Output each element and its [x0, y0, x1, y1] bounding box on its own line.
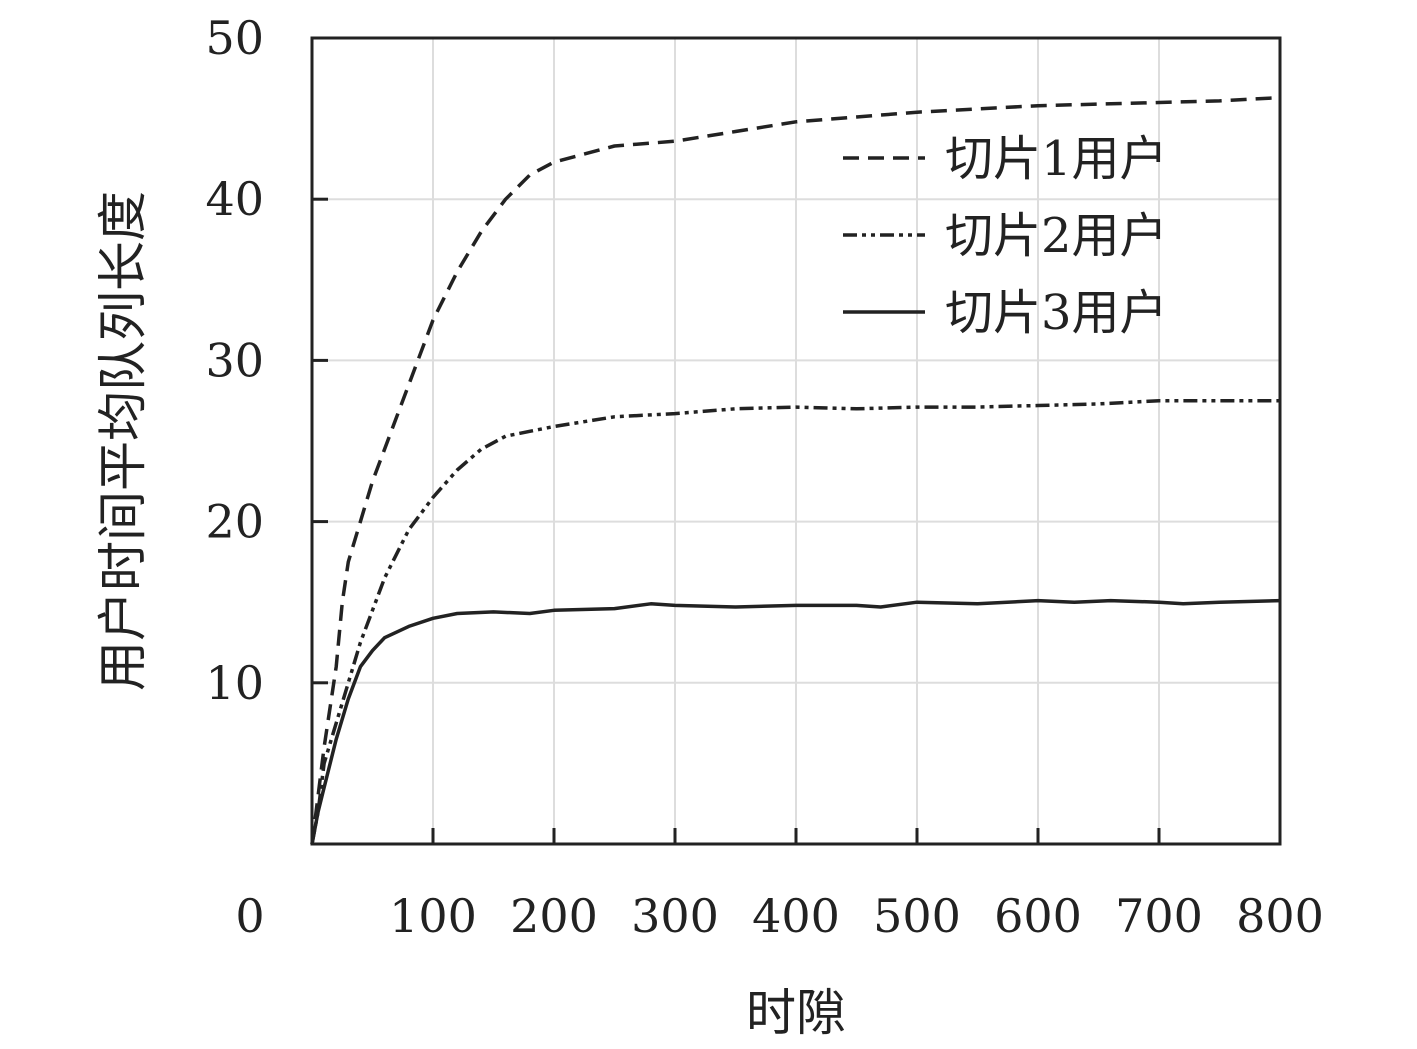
legend-label-3: 切片3用户 [945, 285, 1168, 341]
grid [312, 38, 1280, 844]
x-tick-label: 500 [873, 889, 961, 943]
x-tick-label: 400 [752, 889, 840, 943]
x-tick-label: 100 [389, 889, 477, 943]
x-tick-label: 200 [510, 889, 598, 943]
ticks [312, 197, 1282, 844]
y-axis-label: 用户时间平均队列长度 [94, 191, 152, 691]
y-tick-label: 20 [205, 495, 264, 549]
legend-label-2: 切片2用户 [945, 208, 1168, 264]
x-tick-label: 600 [994, 889, 1082, 943]
series-line-2 [310, 398, 1280, 845]
y-tick-label: 30 [205, 333, 264, 387]
series-layer [310, 95, 1281, 845]
x-tick-label: 300 [631, 889, 719, 943]
legend-label-1: 切片1用户 [945, 131, 1168, 187]
series-line-3 [310, 598, 1281, 845]
x-tick-label: 800 [1236, 889, 1324, 943]
tick-labels: 0 100 200 300 400 500 600 700 800 10 20 30 40 50 [205, 11, 1323, 943]
x-tick-label: 700 [1115, 889, 1203, 943]
x-axis-label: 时隙 [746, 984, 846, 1042]
x-tick-label: 0 [235, 889, 264, 943]
y-tick-label: 50 [205, 11, 264, 65]
y-tick-label: 10 [205, 656, 264, 710]
series-line-1 [310, 95, 1281, 845]
y-tick-label: 40 [205, 172, 264, 226]
